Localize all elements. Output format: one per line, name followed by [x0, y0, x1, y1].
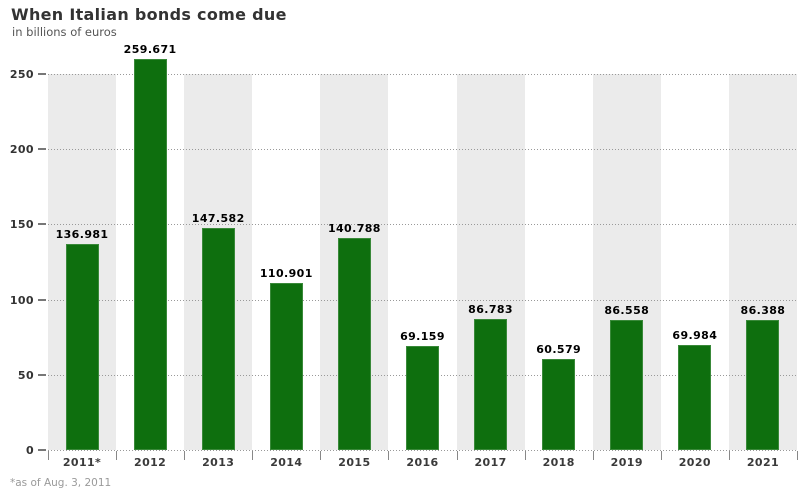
bar — [678, 344, 712, 450]
bar-value-label: 60.579 — [536, 342, 582, 356]
chart-footnote: *as of Aug. 3, 2011 — [10, 477, 112, 489]
grid-line — [48, 450, 797, 451]
x-category-label: 2013 — [202, 456, 235, 469]
x-axis-tick — [525, 451, 526, 460]
x-category-label: 2014 — [270, 456, 303, 469]
y-tick-dash — [38, 449, 46, 451]
bar-value-label: 136.981 — [55, 227, 109, 241]
y-tick-label: 50 — [17, 369, 34, 382]
y-tick-label: 200 — [9, 143, 34, 156]
bar-value-label: 110.901 — [259, 267, 313, 281]
bar — [337, 238, 371, 450]
x-axis-tick — [388, 451, 389, 460]
chart-subtitle: in billions of euros — [12, 25, 117, 39]
bar-value-label: 69.984 — [672, 328, 718, 342]
y-tick-dash — [38, 148, 46, 150]
bar — [406, 345, 439, 450]
x-axis-tick — [184, 451, 185, 460]
x-axis-tick — [252, 451, 253, 460]
y-tick-label: 100 — [9, 294, 34, 307]
bar — [746, 320, 780, 450]
x-axis-tick — [729, 451, 730, 460]
y-tick-dash — [38, 374, 46, 376]
chart-title: When Italian bonds come due — [11, 5, 287, 24]
x-axis-tick — [593, 451, 594, 460]
grid-line — [48, 224, 797, 225]
y-tick-label: 0 — [25, 444, 34, 457]
bar-value-label: 147.582 — [191, 212, 245, 226]
bar-value-label: 86.388 — [740, 304, 786, 318]
x-category-label: 2018 — [542, 456, 575, 469]
bar — [542, 358, 576, 450]
y-tick-dash — [38, 73, 46, 75]
x-category-label: 2016 — [406, 456, 439, 469]
x-axis-tick — [116, 451, 117, 460]
bar-value-label: 140.788 — [327, 222, 381, 236]
grid-line — [48, 300, 797, 301]
y-tick-dash — [38, 299, 46, 301]
x-category-label: 2019 — [610, 456, 643, 469]
bar — [610, 319, 644, 450]
x-category-label: 2012 — [134, 456, 167, 469]
bar — [474, 319, 508, 450]
bar-value-label: 86.558 — [604, 303, 650, 317]
bar — [133, 59, 167, 450]
y-tick-label: 250 — [9, 68, 34, 81]
bar — [269, 283, 303, 450]
bar-value-label: 86.783 — [468, 303, 513, 317]
y-tick-label: 150 — [9, 218, 34, 231]
x-category-label: 2021 — [746, 456, 780, 469]
x-category-label: 2011* — [62, 456, 102, 469]
x-category-label: 2017 — [474, 456, 507, 469]
x-axis-tick — [320, 451, 321, 460]
grid-line — [48, 74, 797, 75]
x-axis-tick — [457, 451, 458, 460]
x-category-label: 2020 — [678, 456, 711, 469]
bar-value-label: 259.671 — [123, 43, 177, 57]
bar-value-label: 69.159 — [400, 329, 445, 343]
grid-line — [48, 149, 797, 150]
x-axis-tick — [797, 451, 798, 460]
x-axis-tick — [661, 451, 662, 460]
x-axis-tick — [48, 451, 49, 460]
x-category-label: 2015 — [338, 456, 371, 469]
y-tick-dash — [38, 223, 46, 225]
bar — [201, 228, 235, 450]
bar — [65, 243, 99, 450]
